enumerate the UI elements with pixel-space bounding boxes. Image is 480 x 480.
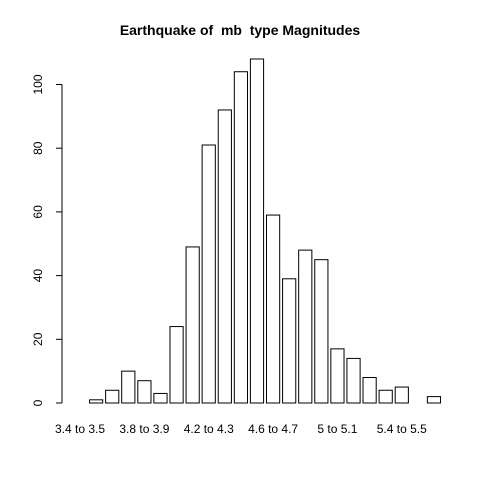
y-tick-label: 100 xyxy=(31,74,45,94)
bar xyxy=(122,371,135,403)
bar xyxy=(331,349,344,403)
bar xyxy=(347,358,360,403)
x-tick-label: 5 to 5.1 xyxy=(317,422,357,436)
bar xyxy=(266,215,279,403)
bar xyxy=(154,393,167,403)
bar xyxy=(218,110,231,403)
bar xyxy=(186,247,199,403)
bar xyxy=(427,397,440,403)
bar xyxy=(283,279,296,403)
bar xyxy=(299,250,312,403)
bar xyxy=(395,387,408,403)
bar xyxy=(379,390,392,403)
bar xyxy=(250,59,263,403)
y-tick-label: 0 xyxy=(31,399,45,406)
bar xyxy=(234,72,247,403)
x-tick-label: 3.4 to 3.5 xyxy=(55,422,105,436)
bar xyxy=(170,327,183,403)
bar xyxy=(138,381,151,403)
bar xyxy=(202,145,215,403)
x-tick-label: 4.2 to 4.3 xyxy=(184,422,234,436)
bar xyxy=(90,400,103,403)
x-tick-label: 4.6 to 4.7 xyxy=(248,422,298,436)
y-tick-label: 80 xyxy=(31,141,45,155)
x-tick-label: 5.4 to 5.5 xyxy=(377,422,427,436)
x-tick-label: 3.8 to 3.9 xyxy=(119,422,169,436)
bar xyxy=(315,260,328,403)
y-tick-label: 40 xyxy=(31,269,45,283)
bar xyxy=(106,390,119,403)
bar xyxy=(363,378,376,403)
y-tick-label: 60 xyxy=(31,205,45,219)
y-tick-label: 20 xyxy=(31,332,45,346)
